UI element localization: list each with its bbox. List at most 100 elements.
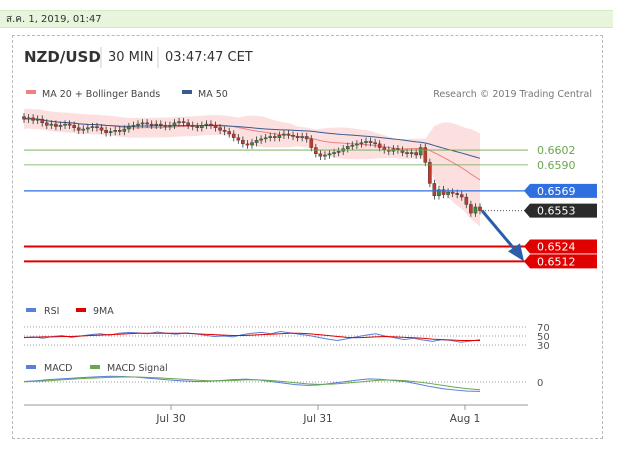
candle-body: [127, 126, 131, 130]
candle-body: [441, 189, 446, 195]
x-tick-label: Jul 31: [302, 413, 332, 425]
candle-body: [277, 135, 282, 138]
candle-body: [336, 151, 341, 153]
candle-body: [22, 116, 26, 120]
macd-zero-label: 0: [537, 378, 543, 389]
candle-body: [163, 125, 168, 127]
ma20-legend-label: MA 20 + Bollinger Bands: [42, 89, 160, 100]
candle-body: [332, 152, 336, 154]
candle-body: [49, 123, 54, 126]
candle-body: [295, 136, 300, 138]
candle-body: [31, 117, 35, 121]
candle-body: [414, 152, 418, 156]
candle-body: [432, 183, 437, 197]
macd-signal-line: [23, 376, 481, 391]
candle-body: [145, 122, 149, 125]
rsi-plot: [23, 330, 481, 343]
timestamp-bar: ส.ค. 1, 2019, 01:47: [0, 10, 613, 28]
candle-body: [241, 139, 245, 145]
candle-body: [377, 143, 382, 148]
candle-body: [259, 138, 263, 141]
candle-body: [309, 138, 314, 148]
candle-body: [99, 127, 104, 131]
candle-body: [40, 118, 45, 124]
candle-body: [72, 125, 76, 128]
ma50-legend-label: MA 50: [198, 89, 228, 100]
level-label: 0.6569: [537, 185, 576, 198]
candle-body: [273, 136, 277, 138]
candle-body: [218, 127, 222, 131]
candle-body: [154, 123, 159, 126]
candle-body: [478, 206, 482, 211]
candle-body: [300, 136, 304, 138]
candle-body: [200, 125, 204, 128]
candle-body: [409, 152, 414, 154]
candle-body: [254, 139, 259, 143]
candle-body: [63, 123, 67, 126]
candle-body: [172, 122, 177, 126]
ma50-legend-swatch: [182, 90, 192, 94]
level-label: 0.6590: [537, 159, 576, 172]
candle-body: [168, 125, 172, 127]
candle-body: [350, 144, 355, 147]
forecast-arrow: [480, 209, 520, 255]
candle-body: [355, 143, 359, 146]
candle-body: [304, 136, 309, 140]
candle-body: [405, 152, 409, 154]
forecast-arrow-head: [508, 243, 524, 262]
candle-body: [209, 123, 213, 126]
candle-body: [373, 142, 377, 145]
rsi-level-70: 70: [537, 323, 550, 334]
candle-body: [195, 126, 200, 128]
candle-body: [469, 204, 473, 214]
candle-body: [204, 123, 209, 126]
level-label: 0.6512: [537, 255, 576, 268]
candle-body: [282, 133, 286, 136]
level-label: 0.6602: [537, 144, 576, 157]
rsi-ma-line: [24, 332, 480, 341]
level-label: 0.6553: [537, 205, 576, 218]
ma50-line: [23, 118, 481, 159]
candle-body: [268, 136, 273, 138]
candle-body: [177, 121, 181, 124]
candle-body: [368, 141, 373, 143]
candle-body: [186, 122, 190, 126]
candle-body: [158, 123, 163, 126]
candle-body: [76, 127, 81, 131]
x-tick-label: Jul 30: [155, 413, 185, 425]
candle-body: [149, 123, 154, 126]
candle-body: [108, 131, 113, 133]
chart-frame: [12, 35, 603, 439]
candle-body: [314, 147, 318, 154]
time-label: 03:47:47 CET: [165, 50, 253, 65]
macd-plot: [23, 375, 481, 392]
candle-body: [190, 125, 195, 127]
rsi-ma-legend-label: 9MA: [93, 306, 114, 317]
rsi-level-50: 50: [537, 332, 550, 343]
level-tag: [524, 254, 597, 269]
candle-body: [446, 191, 450, 195]
level-tag: [524, 239, 597, 254]
candle-body: [245, 143, 250, 146]
price-plot: [22, 108, 482, 227]
x-tick-label: Aug 1: [450, 413, 481, 425]
candle-body: [131, 125, 136, 127]
candle-body: [58, 125, 63, 127]
candle-body: [181, 121, 186, 124]
candle-body: [418, 147, 423, 156]
candle-body: [318, 153, 323, 157]
candle-body: [136, 123, 140, 126]
candle-body: [459, 194, 464, 198]
macd-signal-legend-swatch: [90, 365, 100, 369]
level-tag: [524, 183, 597, 198]
ma20-legend-swatch: [26, 90, 36, 94]
credit-text: Research © 2019 Trading Central: [433, 89, 592, 100]
candle-body: [464, 196, 469, 205]
candle-body: [213, 125, 218, 128]
rsi-level-30: 30: [537, 341, 550, 352]
rsi-line: [23, 330, 481, 343]
candle-body: [263, 137, 268, 140]
candle-body: [26, 117, 31, 120]
candle-body: [122, 128, 127, 132]
